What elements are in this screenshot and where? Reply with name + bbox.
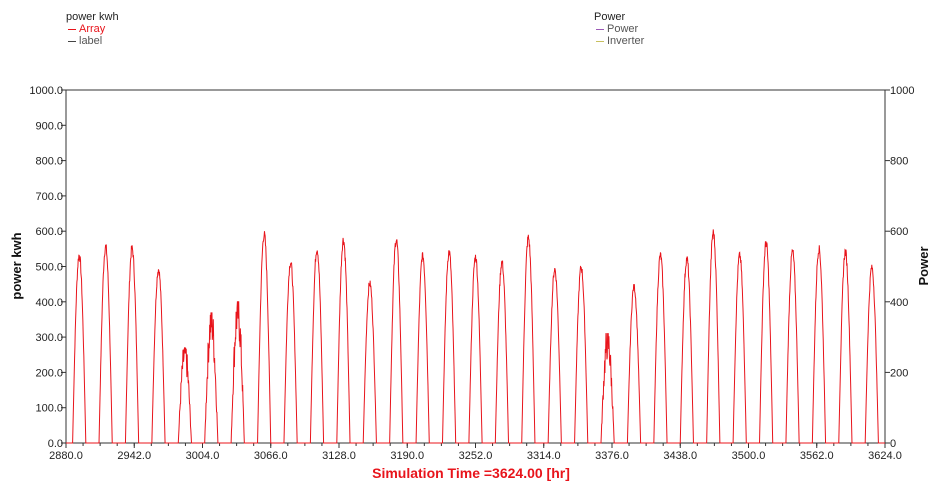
x-tick-label: 3376.0 — [595, 450, 629, 462]
legend-item-array: Array — [66, 23, 119, 35]
x-tick-label: 3624.0 — [868, 450, 902, 462]
x-tick-label: 2880.0 — [49, 450, 83, 462]
y2-tick-label: 400 — [890, 297, 908, 309]
legend-swatch-inverter — [596, 41, 604, 42]
y-tick-label: 800.0 — [35, 156, 63, 168]
y2-tick-label: 600 — [890, 226, 908, 238]
legend-label-inverter: Inverter — [607, 35, 645, 47]
axes-group: 0.0 100.0 200.0 300.0 400.0 500.0 600.0 700.0 80… — [29, 85, 914, 462]
y-tick-label: 300.0 — [35, 332, 63, 344]
y2-tick-label: 0 — [890, 438, 896, 450]
legend-swatch-array — [68, 29, 76, 30]
y2-axis-label: Power — [916, 246, 931, 285]
series-group — [66, 229, 885, 444]
x-tick-label: 3252.0 — [459, 450, 493, 462]
x-axis-label: Simulation Time =3624.00 [hr] — [372, 465, 570, 481]
y-tick-label: 900.0 — [35, 120, 63, 132]
x-tick-label: 3128.0 — [322, 450, 356, 462]
y-tick-label: 200.0 — [35, 367, 63, 379]
legend-item-label: label — [66, 35, 119, 47]
y2-tick-label: 200 — [890, 367, 908, 379]
right-legend: Power Power Inverter — [594, 11, 644, 47]
y-tick-label: 700.0 — [35, 191, 63, 203]
legend-label-label: label — [79, 35, 103, 47]
y-tick-label: 400.0 — [35, 297, 63, 309]
right-legend-title: Power — [594, 11, 626, 23]
y-axis-label: power kwh — [9, 232, 24, 299]
left-legend: power kwh Array label — [66, 11, 119, 47]
y-tick-label: 600.0 — [35, 226, 63, 238]
x-tick-label: 3190.0 — [390, 450, 424, 462]
y-tick-label: 500.0 — [35, 262, 63, 274]
y-tick-label: 0.0 — [48, 438, 63, 450]
legend-label-power: Power — [607, 23, 639, 35]
x-tick-label: 3438.0 — [663, 450, 697, 462]
legend-item-power: Power — [594, 23, 644, 35]
series-line-array — [66, 229, 885, 444]
x-tick-label: 3562.0 — [800, 450, 834, 462]
legend-swatch-label — [68, 41, 76, 42]
legend-label-array: Array — [79, 23, 106, 35]
y-tick-label: 100.0 — [35, 403, 63, 415]
x-tick-label: 3314.0 — [527, 450, 561, 462]
left-legend-title: power kwh — [66, 11, 119, 23]
x-tick-label: 3004.0 — [186, 450, 220, 462]
legend-swatch-power — [596, 29, 604, 30]
y2-tick-label: 1000 — [890, 85, 914, 97]
x-tick-label: 2942.0 — [117, 450, 151, 462]
y-tick-label: 1000.0 — [29, 85, 63, 97]
x-tick-label: 3066.0 — [254, 450, 288, 462]
x-tick-label: 3500.0 — [732, 450, 766, 462]
y2-tick-label: 800 — [890, 156, 908, 168]
legend-item-inverter: Inverter — [594, 35, 644, 47]
